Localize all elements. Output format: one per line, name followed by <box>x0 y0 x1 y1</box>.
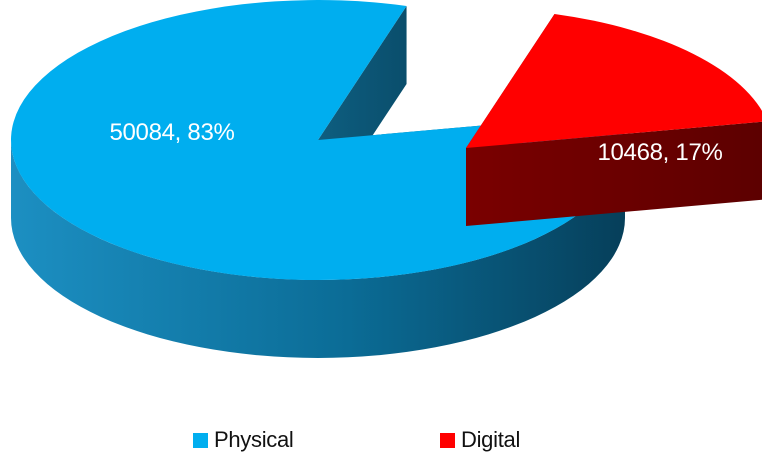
pie-slice-digital-top <box>466 13 762 148</box>
legend-swatch-physical <box>193 432 208 448</box>
legend-label-digital: Digital <box>461 427 521 452</box>
data-label-digital: 10468, 17% <box>597 139 722 166</box>
legend-label-physical: Physical <box>214 427 294 452</box>
pie-slice-digital-wall-1 <box>466 121 762 226</box>
legend-swatch-digital <box>440 432 455 448</box>
pie-slice-physical-side-0 <box>11 140 625 358</box>
data-label-physical: 50084, 83% <box>109 119 234 146</box>
legend-item-physical: Physical <box>193 424 294 456</box>
legend: Physical Digital <box>0 424 762 456</box>
pie-slice-digital <box>466 13 762 227</box>
legend-item-digital: Digital <box>440 424 520 456</box>
